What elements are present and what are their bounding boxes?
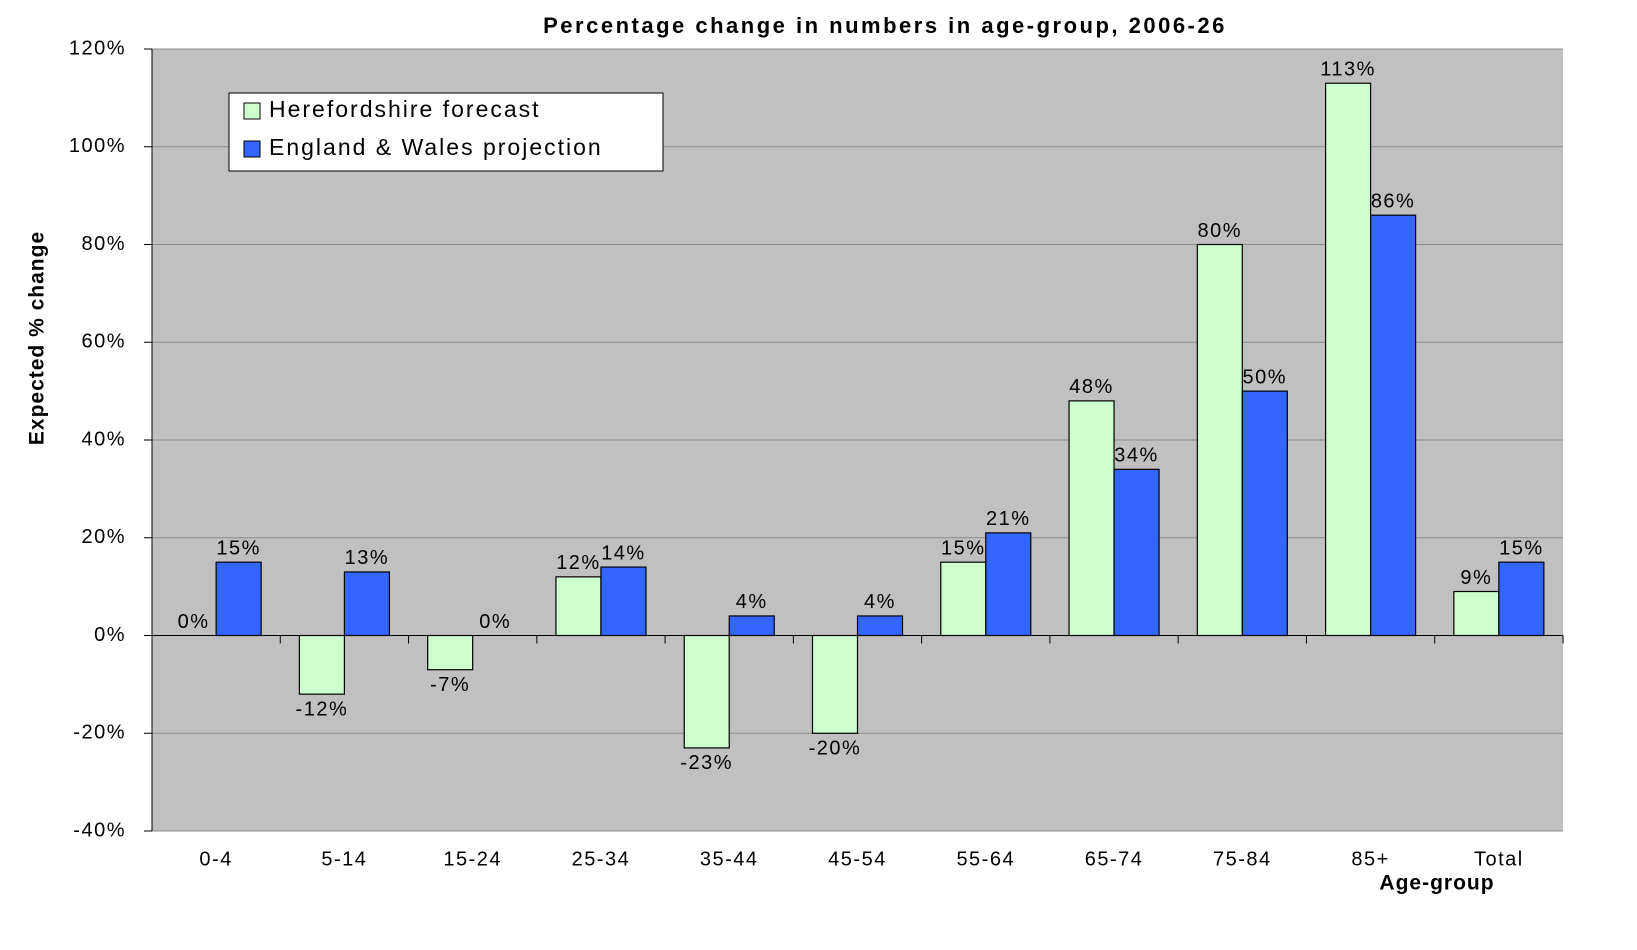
y-tick-label: -20%	[73, 722, 126, 744]
data-label: 15%	[941, 537, 986, 559]
y-tick-label: 120%	[69, 37, 126, 59]
bar	[1241, 390, 1288, 637]
data-label: 15%	[216, 537, 261, 559]
bar	[1113, 468, 1160, 637]
legend-text: England & Wales projection	[269, 134, 603, 160]
y-tick-label: -40%	[73, 819, 126, 841]
data-label: 34%	[1114, 445, 1159, 467]
data-label: 113%	[1320, 58, 1376, 80]
x-tick-label: 75-84	[1213, 848, 1272, 870]
data-label: 21%	[986, 508, 1031, 530]
y-tick-label: 100%	[69, 135, 126, 157]
bar	[1196, 243, 1243, 637]
x-tick-label: 55-64	[956, 848, 1015, 870]
data-label: -23%	[680, 752, 733, 774]
bar	[1068, 400, 1115, 637]
bar	[215, 561, 262, 637]
bar	[856, 615, 904, 637]
data-label: 13%	[345, 547, 390, 569]
bar	[600, 566, 647, 637]
bar	[427, 634, 474, 671]
bar	[555, 576, 602, 637]
x-tick-label: 25-34	[572, 848, 631, 870]
bar	[940, 561, 987, 637]
data-label: 15%	[1499, 537, 1544, 559]
bar	[811, 634, 859, 734]
chart-title: Percentage change in numbers in age-grou…	[543, 13, 1227, 38]
bar	[1369, 214, 1417, 637]
bar	[298, 634, 346, 695]
x-tick-label: Total	[1474, 848, 1524, 870]
x-tick-label: 45-54	[828, 848, 887, 870]
x-tick-label: 35-44	[700, 848, 759, 870]
data-label: 0%	[479, 611, 511, 633]
bar	[1498, 561, 1545, 637]
legend-text: Herefordshire forecast	[269, 96, 541, 122]
data-label: 50%	[1243, 366, 1288, 388]
data-label: -7%	[430, 674, 470, 696]
legend-swatch	[243, 140, 261, 158]
data-label: -20%	[809, 738, 862, 760]
y-axis-title: Expected % change	[26, 231, 49, 445]
y-tick-label: 80%	[81, 233, 126, 255]
x-tick-label: 65-74	[1085, 848, 1144, 870]
data-label: -12%	[296, 698, 349, 720]
bar	[985, 532, 1032, 637]
data-label: 4%	[864, 591, 896, 613]
data-label: 0%	[178, 611, 210, 633]
data-label: 4%	[736, 591, 768, 613]
bar	[1453, 590, 1500, 637]
legend-box	[228, 92, 664, 172]
x-tick-label: 5-14	[321, 848, 367, 870]
data-label: 12%	[556, 552, 601, 574]
data-label: 86%	[1371, 190, 1416, 212]
x-tick-label: 85+	[1351, 848, 1389, 870]
bar	[728, 615, 775, 637]
y-tick-label: 20%	[81, 526, 126, 548]
legend-swatch	[243, 102, 261, 120]
y-tick-label: 40%	[81, 428, 126, 450]
x-tick-label: 15-24	[443, 848, 502, 870]
x-tick-label: 0-4	[199, 848, 232, 870]
data-label: 14%	[601, 542, 646, 564]
y-tick-label: 0%	[94, 624, 126, 646]
data-label: 80%	[1198, 220, 1243, 242]
bar	[343, 571, 391, 637]
bar	[1324, 82, 1372, 637]
x-axis-title: Age-group	[1379, 872, 1494, 895]
data-label: 9%	[1460, 567, 1492, 589]
y-tick-label: 60%	[81, 331, 126, 353]
data-label: 48%	[1069, 376, 1114, 398]
bar	[683, 634, 730, 749]
